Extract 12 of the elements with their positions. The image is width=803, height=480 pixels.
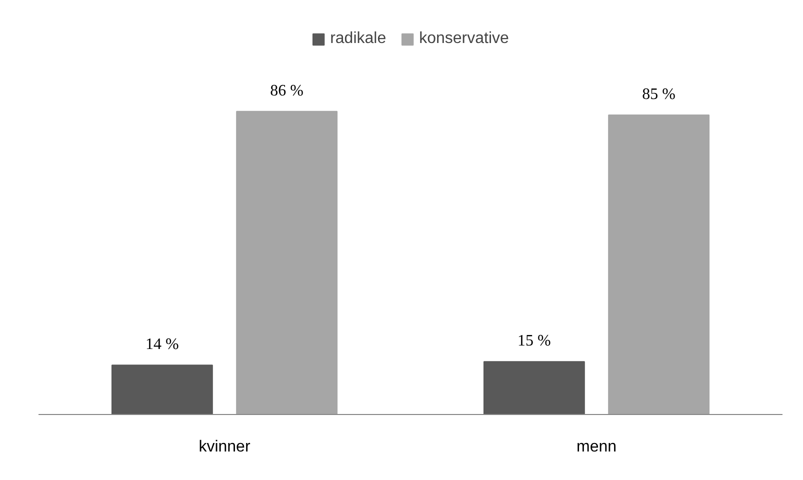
bar (483, 361, 585, 414)
bar (236, 110, 338, 414)
data-label: 14 % (146, 336, 179, 354)
x-tick-label: kvinner (198, 438, 251, 456)
bar (111, 364, 213, 414)
data-label: 15 % (518, 332, 551, 350)
x-tick-label: menn (576, 438, 617, 456)
legend-label: konservative (419, 30, 509, 48)
data-label: 85 % (642, 86, 676, 103)
bar (608, 114, 710, 414)
legend-label: radikale (330, 30, 386, 48)
data-label: 86 % (270, 82, 304, 100)
